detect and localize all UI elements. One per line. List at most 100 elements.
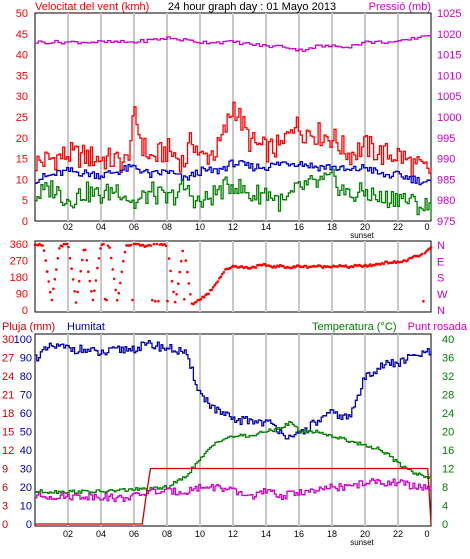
panel3-x-tick: 14 — [261, 529, 271, 539]
direction-point — [222, 270, 226, 274]
panel1-left-tick: 35 — [16, 70, 28, 82]
panel1-x-tick: 10 — [195, 222, 205, 232]
direction-point — [53, 278, 57, 281]
direction-point — [219, 275, 223, 279]
panel1-left-tick: 15 — [16, 154, 28, 166]
direction-point — [186, 270, 189, 274]
direction-point — [117, 291, 121, 295]
panel2-left-tick: 360 — [10, 239, 28, 251]
direction-point — [178, 270, 181, 274]
direction-point — [109, 256, 113, 260]
rain-axis-label: Pluja (mm) — [2, 321, 55, 333]
direction-point — [115, 299, 119, 302]
direction-point — [155, 242, 159, 246]
panel3-x-tick: 08 — [162, 529, 172, 539]
panel3-humidity-tick: 30 — [20, 464, 32, 476]
direction-point — [274, 266, 277, 269]
direction-point — [56, 257, 60, 260]
direction-point — [202, 295, 206, 299]
panel3-series — [35, 339, 432, 525]
panel1-left-tick: 5 — [22, 195, 28, 207]
panel3-rain-tick: 30 — [2, 334, 14, 346]
direction-point — [87, 270, 90, 274]
direction-point — [73, 290, 76, 293]
series-rain — [35, 467, 432, 525]
panel2-right-tick: N — [437, 305, 445, 317]
direction-point — [385, 260, 389, 264]
direction-point — [50, 298, 54, 302]
direction-point — [187, 282, 191, 285]
direction-point — [166, 299, 169, 303]
panel3-rain-tick: 0 — [2, 519, 8, 531]
panel3-right-tick: 8 — [442, 482, 448, 494]
direction-point — [96, 266, 99, 270]
direction-point — [58, 247, 61, 250]
direction-point — [154, 299, 157, 303]
direction-point — [70, 267, 73, 271]
direction-point — [79, 269, 82, 273]
direction-point — [195, 300, 198, 304]
pressure-axis-label: Pressió (mb) — [369, 1, 431, 13]
series-dewpoint — [35, 478, 432, 503]
panel3-rain-tick: 6 — [2, 482, 8, 494]
direction-point — [213, 283, 216, 287]
direction-point — [420, 252, 424, 256]
wind-axis-label: Velocitat del vent (kmh) — [35, 1, 149, 13]
panel3-rain-tick: 21 — [2, 390, 14, 402]
panel1-left-tick: 25 — [16, 112, 28, 124]
direction-point — [90, 290, 93, 293]
direction-point — [152, 242, 156, 246]
panel1-x-tick: 0 — [424, 222, 429, 232]
direction-point — [221, 272, 224, 276]
panel3-right-tick: 24 — [442, 408, 454, 420]
panel3-x-tick: 0 — [424, 529, 429, 539]
panel1-x-tick: 06 — [129, 222, 139, 232]
panel2-left-tick: 90 — [16, 289, 28, 301]
panel3-rain-tick: 15 — [2, 427, 14, 439]
direction-point — [122, 259, 125, 263]
panel3-right-tick: 36 — [442, 353, 454, 365]
panel2-right-tick: N — [437, 240, 445, 252]
direction-point — [216, 280, 220, 283]
panel1-right-tick: 1000 — [437, 112, 461, 124]
direction-point — [111, 268, 114, 271]
direction-point — [157, 299, 160, 303]
direction-point — [304, 264, 308, 268]
series-gust — [35, 101, 432, 177]
panel3-x-tick: 06 — [129, 529, 139, 539]
panel3-grid — [67, 334, 399, 526]
direction-point — [91, 298, 95, 302]
direction-point — [48, 290, 52, 294]
panel1-x-tick: 12 — [228, 222, 238, 232]
panel3-x-ticks: 02 04 06 08 10 12 14 16 18 20 22 0 — [63, 529, 430, 539]
direction-point — [47, 280, 50, 283]
direction-point — [218, 277, 221, 280]
direction-point — [170, 279, 174, 283]
dewpoint-axis-label: Punt rosada — [408, 321, 468, 333]
panel3-x-tick: 10 — [195, 529, 205, 539]
panel3-humidity-tick: 70 — [20, 390, 32, 402]
direction-point — [207, 292, 210, 296]
panel3-x-tick: 02 — [63, 529, 73, 539]
panel3-humidity-tick: 10 — [20, 501, 32, 513]
direction-point — [61, 245, 64, 248]
panel2-left-ticks: 0 90 180 270 360 — [10, 239, 28, 317]
series-minimum — [35, 168, 432, 219]
panel3-humidity-tick: 60 — [20, 408, 32, 420]
panel3-humidity-tick: 90 — [20, 353, 32, 365]
direction-point — [76, 290, 79, 294]
direction-point — [85, 259, 89, 262]
panel1-x-tick: 22 — [393, 222, 403, 232]
panel1-x-tick: 18 — [327, 222, 337, 232]
panel1-right-tick: 985 — [437, 174, 455, 186]
direction-point — [80, 258, 84, 262]
series-pressure — [35, 34, 432, 52]
direction-point — [405, 259, 408, 263]
panel1-left-ticks: 0 5 10 15 20 25 30 35 40 45 50 — [16, 8, 28, 228]
panel1-left-tick: 45 — [16, 29, 28, 41]
panel3-humidity-tick: 100 — [14, 334, 32, 346]
panel3-rain-ticks: 0 3 6 9 12 15 18 21 24 27 30 — [2, 334, 14, 531]
panel3-humidity-tick: 0 — [26, 519, 32, 531]
direction-point — [163, 242, 166, 246]
